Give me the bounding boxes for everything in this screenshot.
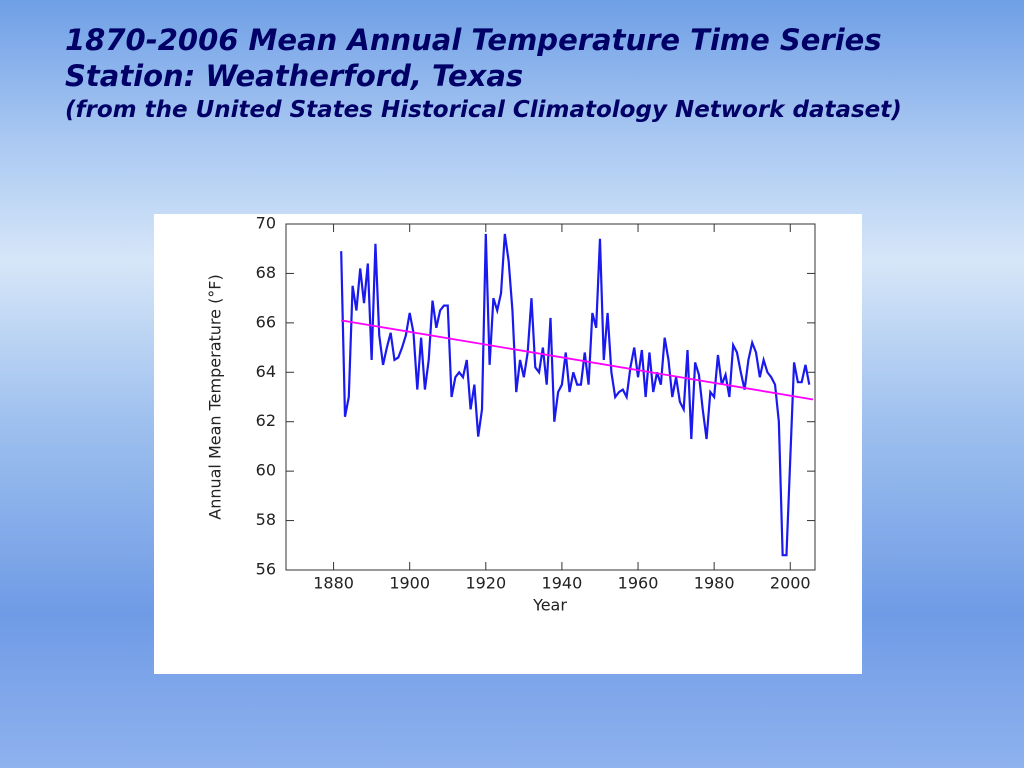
slide-title: 1870-2006 Mean Annual Temperature Time S… [65, 22, 965, 126]
x-tick-label: 1900 [389, 574, 430, 593]
title-line: Station: Weatherford, Texas [65, 59, 524, 93]
y-tick-label: 66 [256, 312, 276, 331]
chart-background [154, 214, 862, 674]
title-line: 1870-2006 Mean Annual Temperature Time S… [65, 23, 882, 57]
x-tick-label: 1940 [542, 574, 583, 593]
y-tick-label: 56 [256, 560, 276, 579]
title-line: (from the United States Historical Clima… [65, 97, 902, 123]
x-tick-label: 1920 [465, 574, 506, 593]
data-line [340, 233, 811, 557]
y-tick-label: 62 [256, 411, 276, 430]
x-axis-label: Year [532, 596, 567, 615]
x-tick-label: 1960 [618, 574, 659, 593]
plot-frame [285, 223, 816, 571]
x-tick-label: 1880 [313, 574, 354, 593]
trend-line [341, 319, 814, 401]
y-tick-label: 60 [256, 461, 276, 480]
x-tick-label: 1980 [694, 574, 735, 593]
y-tick-label: 68 [256, 263, 276, 282]
y-tick-label: 58 [256, 510, 276, 529]
y-axis-label: Annual Mean Temperature (°F) [206, 274, 225, 520]
x-tick-label: 2000 [770, 574, 811, 593]
y-tick-label: 64 [256, 362, 276, 381]
y-tick-label: 70 [256, 214, 276, 233]
